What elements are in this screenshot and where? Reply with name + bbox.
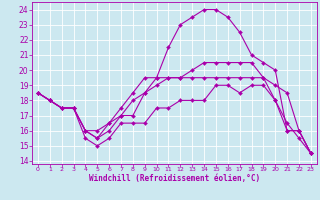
X-axis label: Windchill (Refroidissement éolien,°C): Windchill (Refroidissement éolien,°C) — [89, 174, 260, 183]
